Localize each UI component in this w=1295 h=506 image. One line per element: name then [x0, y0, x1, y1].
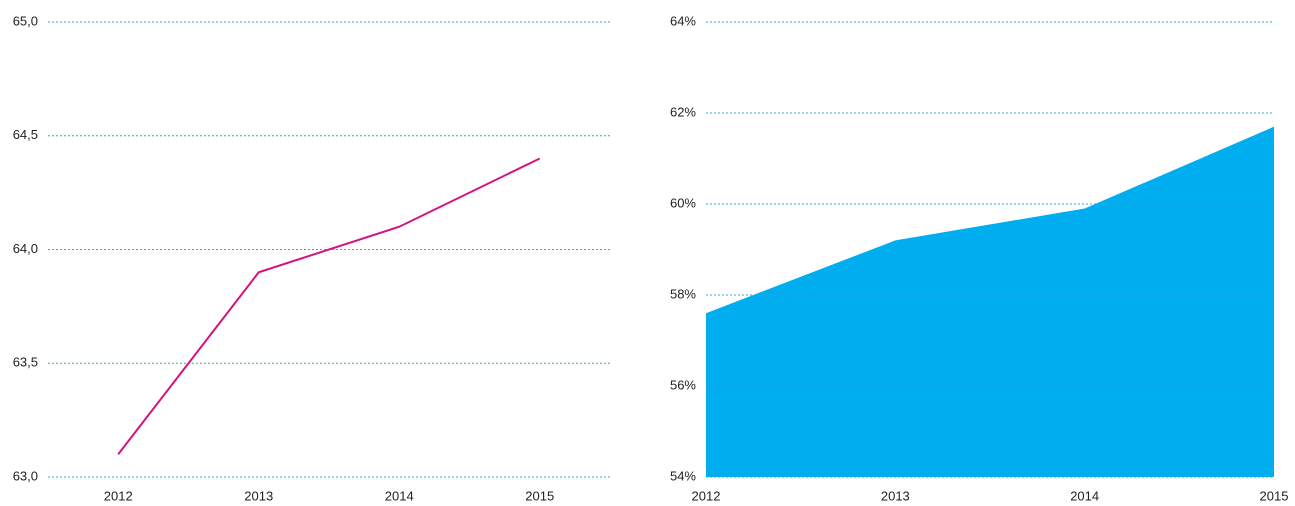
- x-tick-label: 2015: [525, 488, 554, 503]
- y-tick-label: 63,0: [13, 468, 38, 483]
- x-tick-label: 2014: [385, 488, 414, 503]
- x-tick-label: 2015: [1260, 488, 1289, 503]
- y-tick-label: 64,5: [13, 127, 38, 142]
- x-tick-label: 2013: [881, 488, 910, 503]
- y-tick-label: 63,5: [13, 355, 38, 370]
- line: [117, 157, 541, 455]
- y-tick-label: 62%: [670, 104, 696, 119]
- area: [706, 126, 1274, 478]
- y-tick-label: 58%: [670, 286, 696, 301]
- y-tick-label: 64%: [670, 13, 696, 28]
- y-tick-label: 56%: [670, 377, 696, 392]
- y-tick-label: 64,0: [13, 241, 38, 256]
- x-tick-label: 2012: [104, 488, 133, 503]
- x-tick-label: 2012: [692, 488, 721, 503]
- x-tick-label: 2013: [244, 488, 273, 503]
- y-tick-label: 65,0: [13, 13, 38, 28]
- x-tick-label: 2014: [1070, 488, 1099, 503]
- y-tick-label: 60%: [670, 195, 696, 210]
- y-tick-label: 54%: [670, 468, 696, 483]
